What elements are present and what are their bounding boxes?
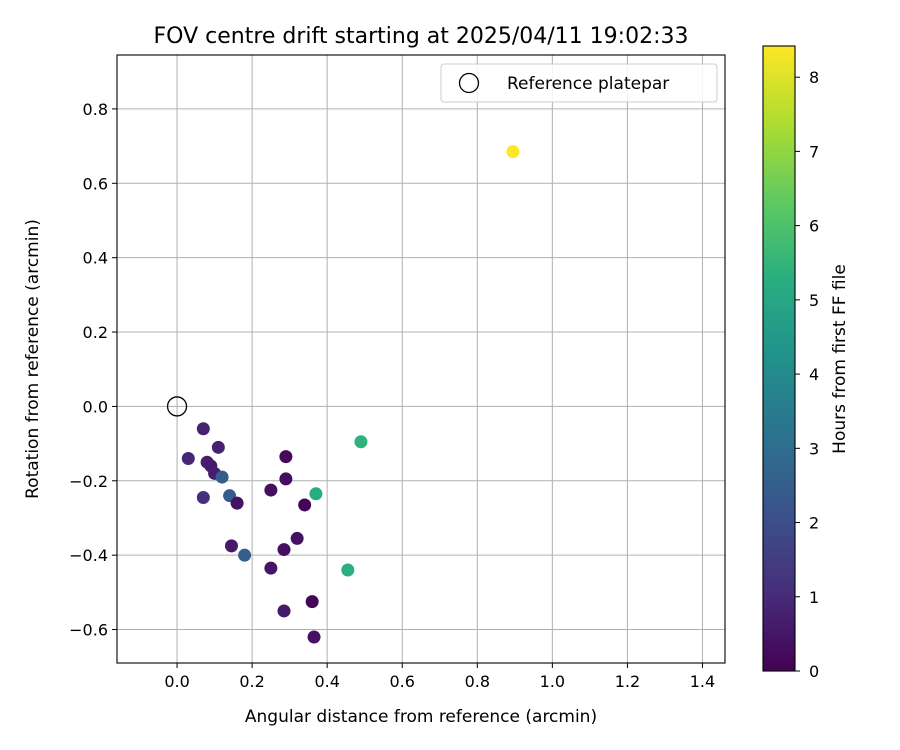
x-axis-ticks: 0.0 0.2 0.4 0.6 0.8 1.0 1.2 1.4 [164, 663, 715, 691]
legend-label-reference: Reference platepar [507, 74, 669, 94]
data-point [277, 604, 291, 618]
colorbar-tick-label: 3 [809, 439, 819, 458]
colorbar-tick-label: 6 [809, 217, 819, 236]
y-axis-ticks: −0.6 −0.4 −0.2 0.0 0.2 0.4 0.6 0.8 [69, 100, 117, 640]
colorbar-tick-label: 0 [809, 662, 819, 681]
data-point [211, 440, 225, 454]
data-point [196, 422, 210, 436]
data-point [277, 543, 291, 557]
data-point [279, 450, 293, 464]
data-point [215, 470, 229, 484]
data-point [279, 472, 293, 486]
x-tick-label: 0.2 [239, 672, 264, 691]
data-point [309, 487, 323, 501]
data-point [264, 483, 278, 497]
y-tick-label: −0.6 [69, 621, 108, 640]
colorbar-ticks: 0 1 2 3 4 5 6 7 8 [795, 68, 819, 681]
x-tick-label: 1.4 [690, 672, 715, 691]
data-point [305, 595, 319, 609]
data-point [196, 491, 210, 505]
data-point [264, 561, 278, 575]
legend-box [440, 63, 718, 103]
colorbar-tick-label: 2 [809, 514, 819, 533]
data-points [166, 145, 520, 644]
x-tick-label: 1.2 [615, 672, 640, 691]
colorbar: 0 1 2 3 4 5 6 7 8 Hours from first FF file [762, 45, 850, 681]
data-point [224, 539, 238, 553]
colorbar-tick-label: 7 [809, 142, 819, 161]
plot-frame [116, 54, 726, 664]
data-point [290, 531, 304, 545]
x-tick-label: 0.8 [465, 672, 490, 691]
y-tick-label: 0.4 [83, 249, 108, 268]
data-point [341, 563, 355, 577]
colorbar-tick-label: 4 [809, 365, 819, 384]
y-tick-label: 0.6 [83, 174, 108, 193]
data-point [307, 630, 321, 644]
colorbar-tick-label: 5 [809, 291, 819, 310]
y-tick-label: −0.4 [69, 546, 108, 565]
colorbar-gradient [762, 45, 796, 672]
x-tick-label: 1.0 [540, 672, 565, 691]
data-point [181, 451, 195, 465]
reference-platepar-marker [166, 396, 188, 417]
data-point [354, 435, 368, 449]
y-axis-label: Rotation from reference (arcmin) [23, 219, 43, 499]
x-tick-label: 0.6 [390, 672, 415, 691]
legend: Reference platepar [440, 63, 718, 103]
x-tick-label: 0.0 [164, 672, 189, 691]
colorbar-label: Hours from first FF file [830, 264, 850, 454]
x-axis-label: Angular distance from reference (arcmin) [245, 707, 597, 727]
data-point [298, 498, 312, 512]
colorbar-tick-label: 1 [809, 588, 819, 607]
data-point [506, 145, 520, 159]
data-point [238, 548, 252, 562]
y-tick-label: 0.8 [83, 100, 108, 119]
y-tick-label: 0.2 [83, 323, 108, 342]
grid [117, 55, 725, 663]
data-point [230, 496, 244, 510]
x-tick-label: 0.4 [314, 672, 339, 691]
y-tick-label: −0.2 [69, 472, 108, 491]
y-tick-label: 0.0 [83, 397, 108, 416]
colorbar-tick-label: 8 [809, 68, 819, 87]
chart-title: FOV centre drift starting at 2025/04/11 … [154, 24, 689, 49]
legend-marker-reference [458, 72, 480, 94]
